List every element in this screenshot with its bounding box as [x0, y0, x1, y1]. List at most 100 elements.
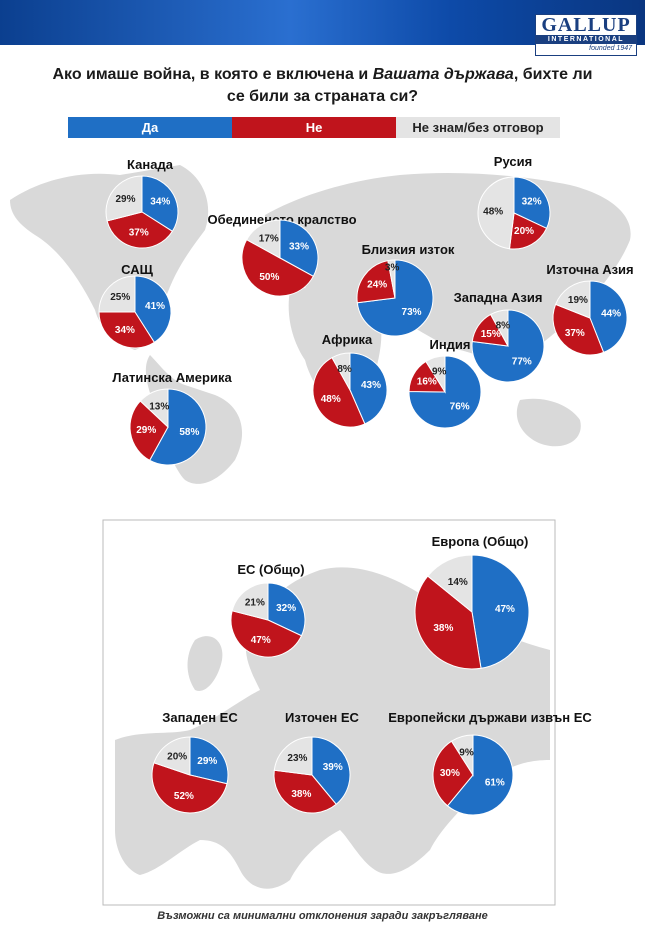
- footnote: Възможни са минимални отклонения заради …: [157, 910, 488, 922]
- value-label: 41%: [145, 301, 165, 312]
- logo-name: GALLUP: [541, 14, 631, 36]
- pie-slice: [241, 239, 314, 297]
- pie-slice: [554, 280, 591, 319]
- pie-slice: [589, 280, 628, 354]
- pie-title: САЩ: [121, 262, 153, 277]
- logo: GALLUP INTERNATIONAL founded 1947: [535, 14, 637, 56]
- pie-title: ЕС (Общо): [237, 562, 304, 577]
- value-label: 21%: [245, 598, 265, 609]
- value-label: 47%: [251, 635, 271, 646]
- pie-title: Източна Азия: [546, 262, 633, 277]
- pie-slice: [139, 388, 169, 429]
- value-label: 9%: [459, 747, 474, 758]
- pie-slice: [246, 219, 281, 259]
- value-label: 3%: [385, 262, 400, 273]
- pie-title: Европейски държави извън ЕС: [388, 710, 592, 725]
- pie: Източен ЕС 39% 38% 23%: [273, 710, 360, 814]
- value-label: 77%: [512, 356, 532, 367]
- pie-title: Обединеното кралство: [207, 212, 356, 227]
- pie-title: Канада: [127, 157, 174, 172]
- pie: Западна Азия 77% 15%8%: [454, 290, 545, 383]
- value-label: 39%: [323, 762, 343, 773]
- pie-slice: [508, 212, 548, 250]
- pie-slice: [106, 211, 174, 249]
- logo-founded: founded 1947: [589, 45, 632, 52]
- pie-slice: [151, 762, 228, 814]
- pie-slice: [414, 575, 482, 670]
- pie: Африка 43% 48% 8%: [312, 332, 388, 428]
- pie-slice: [513, 176, 551, 229]
- value-label: 34%: [115, 325, 135, 336]
- value-label: 29%: [197, 756, 217, 767]
- pie-slice: [552, 303, 605, 356]
- value-label: 32%: [276, 603, 296, 614]
- value-label: 17%: [259, 234, 279, 245]
- value-label: 25%: [110, 292, 130, 303]
- pie-slice: [446, 734, 514, 816]
- pie-slice: [312, 356, 366, 428]
- pie: Обединеното кралство 33% 50% 17%: [207, 212, 357, 297]
- pie: Русия 32% 20% 48%: [477, 154, 551, 250]
- pie-slice: [432, 740, 474, 807]
- pie-slice: [427, 554, 473, 614]
- pie-slice: [311, 736, 351, 805]
- pie-slice: [98, 311, 155, 349]
- pie-title: Източен ЕС: [285, 710, 360, 725]
- pie-slice: [105, 175, 143, 222]
- pie: Близкия изток 73% 24% 3%: [356, 242, 455, 337]
- pie-title: Африка: [322, 332, 373, 347]
- value-label: 20%: [167, 752, 187, 763]
- pie: Западен ЕС 29% 52% 20%: [151, 710, 238, 814]
- pie: САЩ 41% 34% 25%: [98, 262, 172, 349]
- value-label: 15%: [481, 329, 501, 340]
- legend-entry: Не: [232, 117, 396, 138]
- pie-slice: [230, 610, 303, 658]
- pie-title: Западна Азия: [454, 290, 543, 305]
- pie-slice: [189, 736, 229, 785]
- value-label: 32%: [522, 196, 542, 207]
- value-label: 14%: [448, 577, 468, 588]
- title: Ако имаше война, в която е включена и Ва…: [50, 64, 595, 108]
- value-label: 29%: [136, 425, 156, 436]
- pie-slice: [273, 769, 337, 814]
- legend: Да Не Не знам/без отговор: [68, 117, 560, 138]
- value-label: 29%: [115, 194, 135, 205]
- pie-slice: [450, 734, 474, 777]
- pie: Индия 76% 16%9%: [408, 337, 482, 429]
- pie-slice: [153, 736, 191, 776]
- pie-title: Европа (Общо): [432, 534, 529, 549]
- value-label: 38%: [291, 789, 311, 800]
- value-label: 76%: [450, 402, 470, 413]
- pie-slice: [477, 176, 515, 250]
- value-label: 34%: [150, 197, 170, 208]
- pie-slice: [149, 388, 207, 466]
- value-label: 44%: [601, 309, 621, 320]
- pie-slice: [425, 355, 446, 394]
- value-label: 50%: [259, 272, 279, 283]
- pie-title: Близкия изток: [362, 242, 455, 257]
- value-label: 8%: [337, 364, 352, 375]
- pie-slice: [129, 400, 169, 461]
- value-label: 38%: [433, 623, 453, 634]
- value-label: 61%: [485, 777, 505, 788]
- legend-entry: Да: [68, 117, 232, 138]
- value-label: 47%: [495, 604, 515, 615]
- pie: Източна Азия 44% 37% 19%: [546, 262, 634, 356]
- pie-slice: [331, 352, 351, 392]
- pie-title: Русия: [494, 154, 532, 169]
- pie-slice: [387, 259, 396, 299]
- value-label: 43%: [361, 380, 381, 391]
- pie-slice: [279, 219, 319, 277]
- value-label: 19%: [568, 295, 588, 306]
- pie: Европейски държави извън ЕС 61% 30% 9%: [388, 710, 592, 816]
- pie-slice: [267, 582, 306, 637]
- value-label: 23%: [287, 753, 307, 764]
- value-label: 33%: [289, 241, 309, 252]
- value-label: 52%: [174, 791, 194, 802]
- pie: Канада 34% 37% 29%: [105, 157, 179, 249]
- value-label: 8%: [496, 320, 511, 331]
- logo-sub: INTERNATIONAL: [536, 35, 636, 44]
- title-part: , бихте ли се били за страната си?: [226, 66, 593, 105]
